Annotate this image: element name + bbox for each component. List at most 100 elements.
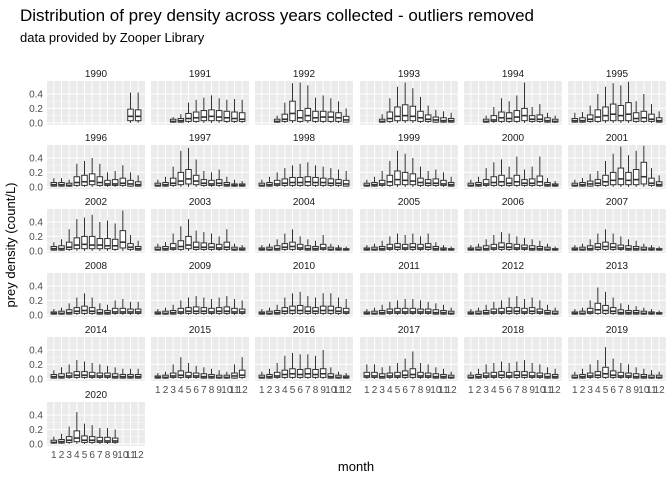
y-tick-label: 0.4 xyxy=(29,217,43,228)
box-iqr xyxy=(88,235,96,250)
box-month-2 xyxy=(475,243,482,251)
box-iqr xyxy=(625,171,632,186)
box-month-5 xyxy=(185,297,192,315)
box-month-11 xyxy=(231,243,238,251)
box-iqr xyxy=(289,100,296,122)
box-month-10 xyxy=(223,99,231,123)
facet-strip-label: 2008 xyxy=(85,261,108,272)
box-month-12 xyxy=(134,175,142,187)
box-month-9 xyxy=(528,106,536,123)
box-month-2 xyxy=(475,307,482,315)
box-iqr xyxy=(223,110,231,122)
facet-panel-2005: 2005 xyxy=(360,197,458,253)
x-tick-label: 1 xyxy=(259,385,265,396)
box-iqr xyxy=(88,173,96,186)
box-month-10 xyxy=(327,168,335,187)
box-month-6 xyxy=(401,82,409,123)
box-iqr xyxy=(602,174,609,186)
box-month-5 xyxy=(498,232,505,251)
box-month-7 xyxy=(304,239,312,251)
x-tick-label: 2 xyxy=(580,385,586,396)
box-month-2 xyxy=(371,243,378,251)
box-iqr xyxy=(401,307,409,314)
box-iqr xyxy=(177,307,185,314)
box-iqr xyxy=(394,371,401,378)
box-month-4 xyxy=(281,297,289,315)
box-iqr xyxy=(304,306,312,314)
x-tick-label: 1 xyxy=(155,385,161,396)
box-month-11 xyxy=(440,111,447,123)
box-iqr xyxy=(498,174,505,186)
facet-panel-1991: 1991 xyxy=(151,69,249,125)
box-month-5 xyxy=(602,347,609,379)
box-month-8 xyxy=(208,298,215,315)
x-tick-label: 12 xyxy=(237,385,249,396)
facet-panel-2011: 2011 xyxy=(360,261,458,317)
box-month-12 xyxy=(238,245,246,251)
box-iqr xyxy=(386,243,394,250)
x-tick-label: 6 xyxy=(193,385,199,396)
x-tick-label: 12 xyxy=(133,450,145,461)
box-month-11 xyxy=(335,169,342,187)
box-month-12 xyxy=(447,371,455,379)
facet-panel-2001: 2001 xyxy=(568,133,666,189)
box-month-7 xyxy=(200,367,208,379)
facet-strip-label: 1992 xyxy=(293,69,316,80)
y-tick-label: 0.0 xyxy=(29,118,43,129)
box-month-4 xyxy=(177,114,185,123)
box-month-9 xyxy=(319,234,327,251)
x-tick-label: 10 xyxy=(430,385,442,396)
box-iqr xyxy=(304,107,312,122)
box-month-8 xyxy=(312,355,319,379)
facet-strip-label: 2002 xyxy=(85,197,108,208)
box-month-4 xyxy=(386,301,394,315)
box-iqr xyxy=(409,307,417,314)
box-month-8 xyxy=(521,298,528,315)
box-month-2 xyxy=(371,364,378,379)
box-month-3 xyxy=(482,115,490,123)
box-month-6 xyxy=(296,236,304,251)
box-iqr xyxy=(223,306,231,314)
box-month-3 xyxy=(378,114,386,123)
x-tick-label: 9 xyxy=(216,385,222,396)
box-month-5 xyxy=(289,229,296,251)
box-month-11 xyxy=(231,298,238,315)
box-month-10 xyxy=(640,307,648,315)
box-month-8 xyxy=(208,172,215,187)
box-iqr xyxy=(594,302,602,314)
box-month-9 xyxy=(215,98,223,123)
box-iqr xyxy=(505,112,513,122)
box-month-10 xyxy=(223,296,231,315)
box-month-1 xyxy=(258,371,266,379)
box-month-11 xyxy=(648,309,655,315)
box-month-11 xyxy=(648,370,655,379)
box-iqr xyxy=(586,307,594,314)
box-month-2 xyxy=(58,239,65,251)
box-month-4 xyxy=(386,160,394,187)
box-month-1 xyxy=(154,309,162,315)
box-iqr xyxy=(371,371,378,378)
box-iqr xyxy=(273,179,281,186)
box-month-12 xyxy=(551,115,559,123)
box-month-7 xyxy=(96,427,104,444)
box-month-4 xyxy=(594,233,602,251)
box-iqr xyxy=(417,371,424,378)
box-iqr xyxy=(73,176,81,186)
box-iqr xyxy=(528,178,536,186)
box-month-5 xyxy=(394,86,401,123)
box-iqr xyxy=(73,237,81,250)
box-month-1 xyxy=(50,242,58,251)
box-iqr xyxy=(609,370,617,378)
facet-strip-label: 2006 xyxy=(502,197,525,208)
box-month-7 xyxy=(513,236,521,251)
box-month-9 xyxy=(319,95,327,123)
box-iqr xyxy=(609,103,617,122)
box-month-8 xyxy=(417,362,424,379)
box-month-6 xyxy=(505,166,513,187)
x-tick-label: 2 xyxy=(267,385,273,396)
box-month-7 xyxy=(304,162,312,187)
facet-strip-label: 2009 xyxy=(189,261,212,272)
box-iqr xyxy=(312,368,319,378)
box-month-11 xyxy=(544,367,551,379)
